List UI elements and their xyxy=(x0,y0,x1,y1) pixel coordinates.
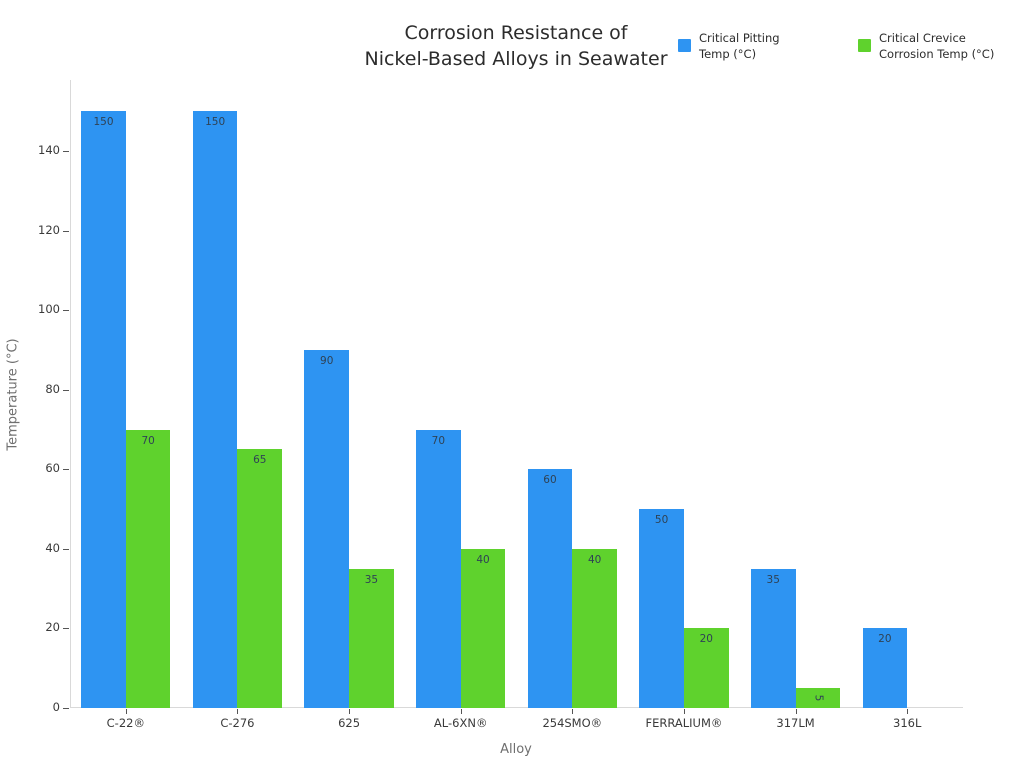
chart-title-line-2: Nickel-Based Alloys in Seawater xyxy=(364,48,668,70)
legend-item-critical-pitting: Critical Pitting Temp (°C) xyxy=(678,30,830,62)
plot-area xyxy=(70,80,963,708)
legend-swatch-green xyxy=(858,39,871,52)
y-tick-mark xyxy=(63,389,69,391)
bar-value-label: 20 xyxy=(878,633,892,646)
bar-value-label: 40 xyxy=(587,553,602,566)
y-tick-mark xyxy=(63,628,69,630)
x-tick-mark xyxy=(237,709,239,714)
x-tick-label: C-22® xyxy=(106,716,145,730)
bar-value-label: 65 xyxy=(253,454,267,467)
bar-value-label: 35 xyxy=(766,573,780,586)
bar-pitting-c-22® xyxy=(81,111,126,708)
legend-swatch-blue xyxy=(678,39,691,52)
legend-label-critical-pitting: Critical Pitting Temp (°C) xyxy=(699,31,780,61)
y-tick-mark xyxy=(63,310,69,312)
bar-value-label: 70 xyxy=(431,434,446,447)
bar-value-label: 35 xyxy=(364,573,379,586)
y-tick-label: 140 xyxy=(38,143,60,158)
x-tick-label: FERRALIUM® xyxy=(645,716,723,730)
bar-value-label: 150 xyxy=(93,116,114,129)
bar-pitting-ferralium® xyxy=(639,509,684,708)
x-tick-label: AL-6XN® xyxy=(433,716,488,730)
bar-crevice-al-6xn® xyxy=(460,548,506,708)
x-tick-mark xyxy=(907,709,909,714)
bar-crevice-254smo® xyxy=(572,548,617,708)
bar-value-label: 50 xyxy=(654,514,669,527)
chart-title-line-1: Corrosion Resistance of xyxy=(404,22,628,44)
bar-value-label: 5 xyxy=(811,694,824,702)
x-tick-label: C-276 xyxy=(220,716,255,730)
bar-crevice-317lm xyxy=(795,688,841,708)
bar-crevice-625 xyxy=(349,568,394,708)
y-tick-mark xyxy=(63,548,69,550)
bar-pitting-625 xyxy=(304,350,350,708)
y-tick-label: 80 xyxy=(45,381,60,396)
y-tick-mark xyxy=(63,469,69,471)
x-tick-mark xyxy=(349,709,351,714)
x-tick-label: 625 xyxy=(338,716,361,730)
legend-label-critical-crevice: Critical Crevice Corrosion Temp (°C) xyxy=(879,31,995,61)
x-tick-label: 316L xyxy=(893,716,922,730)
bar-pitting-317lm xyxy=(750,568,796,708)
y-tick-label: 100 xyxy=(38,302,60,317)
x-tick-mark xyxy=(683,709,685,714)
bar-crevice-c-22® xyxy=(125,429,171,708)
bar-pitting-c-276 xyxy=(192,111,238,708)
x-tick-mark xyxy=(460,709,462,714)
bar-pitting-al-6xn® xyxy=(416,429,461,708)
chart-title: Corrosion Resistance of Nickel-Based All… xyxy=(216,20,816,72)
y-tick-label: 40 xyxy=(45,540,60,555)
x-tick-label: 254SMO® xyxy=(542,716,603,730)
bar-crevice-c-276 xyxy=(237,449,283,708)
bar-pitting-254smo® xyxy=(527,469,573,708)
bar-pitting-316l xyxy=(862,628,908,708)
bar-value-label: 40 xyxy=(476,553,490,566)
bar-value-label: 70 xyxy=(141,434,155,447)
y-tick-label: 0 xyxy=(52,700,60,714)
x-axis-title: Alloy xyxy=(500,742,532,757)
y-tick-label: 20 xyxy=(45,620,60,635)
x-tick-mark xyxy=(572,709,574,714)
x-tick-mark xyxy=(795,709,797,714)
y-tick-mark xyxy=(63,230,69,232)
bar-value-label: 90 xyxy=(320,355,334,368)
legend: Critical Pitting Temp (°C) Critical Crev… xyxy=(678,30,1024,62)
x-tick-label: 317LM xyxy=(776,716,815,730)
bar-value-label: 60 xyxy=(543,474,557,487)
y-tick-label: 60 xyxy=(45,461,60,476)
y-tick-mark xyxy=(63,708,69,709)
bar-crevice-ferralium® xyxy=(683,628,729,708)
y-tick-mark xyxy=(63,151,69,153)
legend-item-critical-crevice: Critical Crevice Corrosion Temp (°C) xyxy=(858,30,1010,62)
y-tick-label: 120 xyxy=(38,222,60,237)
bar-value-label: 150 xyxy=(205,116,226,129)
x-tick-mark xyxy=(125,709,127,714)
bar-value-label: 20 xyxy=(699,633,713,646)
